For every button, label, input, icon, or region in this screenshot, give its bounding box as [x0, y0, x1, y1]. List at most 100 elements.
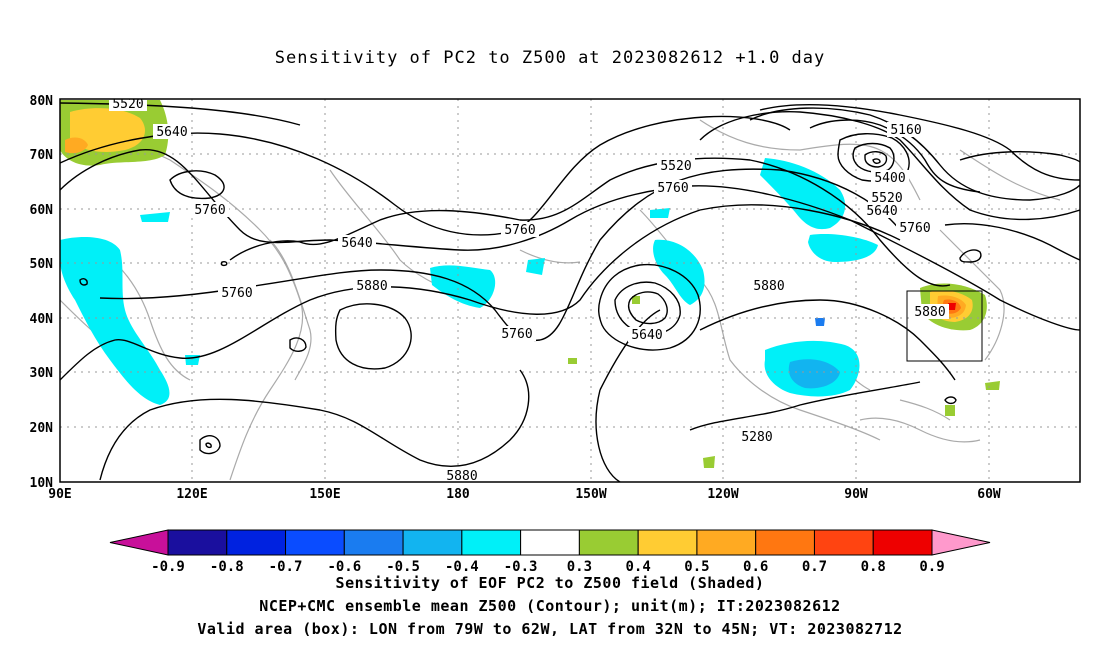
colorbar-high-end — [931, 529, 991, 556]
contour-label-bg — [896, 220, 934, 235]
contour-label-bg — [501, 222, 539, 237]
longitude-labels: 90E 120E 150E 180 150W 120W 90W 60W — [48, 487, 1001, 502]
contour-label-bg — [738, 429, 776, 444]
contour-label: 5520 — [112, 97, 143, 112]
colorbar-label: 0.9 — [919, 559, 944, 575]
colorbar-segment — [226, 529, 287, 556]
contour-label-bg — [657, 158, 695, 173]
latitude-labels: 80N 70N 60N 50N 40N 30N 20N 10N — [30, 94, 54, 491]
contour-label: 5760 — [194, 203, 225, 218]
colorbar-label: -0.9 — [151, 559, 185, 575]
contour-label-bg — [628, 327, 666, 342]
latitude-label: 70N — [30, 148, 54, 163]
contour-label: 5160 — [890, 123, 921, 138]
contour-label: 5520 — [871, 191, 902, 206]
contour-label-bg — [338, 235, 376, 250]
colorbar-segment — [402, 529, 463, 556]
longitude-label: 120W — [707, 487, 738, 502]
colorbar-label: 0.7 — [802, 559, 827, 575]
colorbar-segment — [343, 529, 404, 556]
contour-label: 5640 — [156, 125, 187, 140]
caption-line-2: NCEP+CMC ensemble mean Z500 (Contour); u… — [259, 597, 841, 615]
contour-label: 5400 — [874, 171, 905, 186]
caption-line-1: Sensitivity of EOF PC2 to Z500 field (Sh… — [335, 574, 765, 592]
shading — [60, 100, 1000, 468]
contour-label-bg — [191, 202, 229, 217]
colorbar-label: 0.6 — [743, 559, 768, 575]
contour-label-bg — [153, 124, 191, 139]
colorbar-labels: -0.9 -0.8 -0.7 -0.6 -0.5 -0.4 -0.3 0.3 0.4 0.5 0.6… — [151, 559, 945, 575]
colorbar-label: -0.5 — [386, 559, 420, 575]
contour-label: 5760 — [504, 223, 535, 238]
valid-area-box — [906, 290, 983, 362]
colorbar-low-end — [109, 529, 169, 556]
contour-label-bg — [868, 190, 906, 205]
contour-label-bg — [218, 285, 256, 300]
colorbar-segment — [167, 529, 228, 556]
colorbar-label: -0.3 — [504, 559, 538, 575]
map-title: Sensitivity of PC2 to Z500 at 2023082612… — [274, 48, 826, 68]
longitude-label: 90E — [48, 487, 71, 502]
z500-contours — [60, 102, 1080, 482]
longitude-label: 150W — [575, 487, 606, 502]
contour-label: 5880 — [914, 305, 945, 320]
contour-label-bg — [863, 203, 901, 218]
contour-label: 5640 — [341, 236, 372, 251]
contour-label: 5880 — [753, 279, 784, 294]
colorbar-segment — [813, 529, 874, 556]
colorbar-label: -0.8 — [210, 559, 244, 575]
contour-label: 5640 — [631, 328, 662, 343]
colorbar-label: 0.4 — [626, 559, 651, 575]
colorbar-segment — [872, 529, 933, 556]
colorbar-label: 0.8 — [861, 559, 886, 575]
contour-label: 5520 — [660, 159, 691, 174]
colorbar-segment — [578, 529, 639, 556]
longitude-label: 90W — [844, 487, 868, 502]
colorbar — [109, 529, 991, 556]
colorbar-segment — [285, 529, 345, 556]
latitude-label: 10N — [30, 476, 54, 491]
contour-label-bg — [887, 122, 925, 137]
contour-label: 5640 — [866, 204, 897, 219]
contour-label-bg — [353, 278, 391, 293]
colorbar-segment — [520, 529, 580, 556]
colorbar-label: -0.4 — [445, 559, 479, 575]
contour-label: 5760 — [501, 327, 532, 342]
contour-label: 5760 — [221, 286, 252, 301]
colorbar-label: -0.7 — [269, 559, 303, 575]
contour-label: 5760 — [657, 181, 688, 196]
latitude-label: 80N — [30, 94, 54, 109]
contour-label-bg — [911, 304, 949, 319]
latitude-label: 50N — [30, 257, 54, 272]
colorbar-segment — [461, 529, 522, 556]
colorbar-segment — [696, 529, 757, 556]
latitude-label: 30N — [30, 366, 54, 381]
longitude-label: 120E — [176, 487, 207, 502]
latitude-label: 20N — [30, 421, 54, 436]
colorbar-segment — [755, 529, 815, 556]
contour-label-bg — [443, 468, 481, 482]
colorbar-label: 0.5 — [684, 559, 709, 575]
contour-label: 5880 — [446, 469, 477, 484]
contour-label-bg — [750, 278, 788, 293]
contour-label-bg — [109, 99, 147, 111]
latitude-label: 60N — [30, 203, 54, 218]
colorbar-segment — [637, 529, 698, 556]
longitude-label: 150E — [309, 487, 340, 502]
contour-label: 5880 — [356, 279, 387, 294]
latitude-label: 40N — [30, 312, 54, 327]
map-frame — [59, 98, 1081, 483]
contour-label: 5760 — [899, 221, 930, 236]
contour-label-bg — [654, 180, 692, 195]
caption-line-3: Valid area (box): LON from 79W to 62W, L… — [197, 620, 903, 638]
contour-label-bg — [498, 326, 536, 341]
colorbar-label: 0.3 — [567, 559, 592, 575]
longitude-label: 180 — [446, 487, 470, 502]
coastlines — [60, 119, 1061, 481]
contour-label: 5280 — [741, 430, 772, 445]
colorbar-label: -0.6 — [327, 559, 361, 575]
contour-label-bg — [871, 170, 909, 185]
